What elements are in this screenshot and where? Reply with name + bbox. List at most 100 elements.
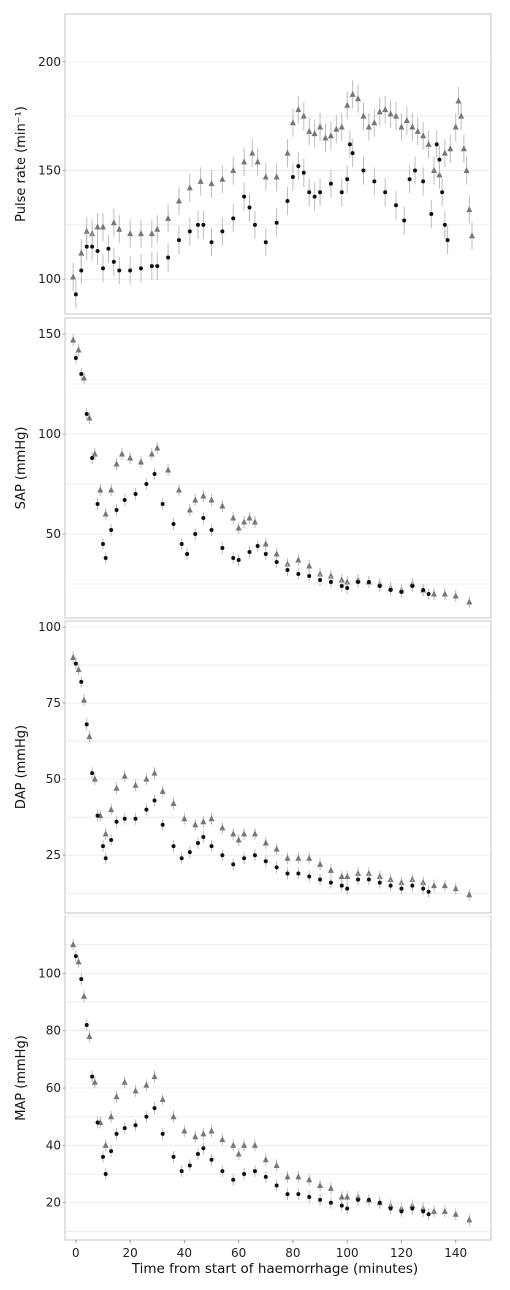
dot-point [445,238,450,243]
triangle-point [355,95,362,102]
triangle-point [75,346,82,353]
dot-point [356,580,361,584]
triangle-point [455,97,462,104]
dot-point [166,255,171,260]
triangle-point [249,149,256,156]
dot-point [152,472,157,476]
triangle-point [230,514,237,521]
dot-point [296,164,301,169]
dot-point [399,886,404,891]
dot-point [388,588,393,592]
triangle-point [148,230,155,237]
dot-point [366,1197,371,1202]
dot-point [421,179,426,184]
x-tick-label: 40 [177,1246,192,1260]
y-tick-label: 40 [46,1138,61,1152]
dot-point [410,584,415,588]
triangle-point [262,839,269,846]
dot-point [90,1074,95,1079]
triangle-point [70,654,77,660]
triangle-point [284,854,291,861]
dot-point [209,844,214,849]
dot-point [410,1206,415,1211]
dot-point [366,580,371,584]
triangle-point [398,123,405,130]
triangle-point [387,110,394,117]
dot-point [296,1192,301,1197]
dot-point [100,1154,105,1159]
triangle-point [382,106,389,113]
triangle-point [376,873,383,879]
triangle-point [317,1182,324,1189]
dot-point [185,552,190,556]
dot-point [90,456,95,460]
triangle-point [376,108,383,115]
dot-point [242,1172,247,1177]
triangle-point [441,882,448,889]
triangle-point [355,869,362,876]
triangle-point [306,1176,313,1183]
triangle-point [436,171,443,178]
triangle-point [295,1173,302,1180]
dot-point [160,1131,165,1136]
triangle-point [447,145,454,152]
dot-point [84,244,89,249]
dot-point [440,190,445,195]
dot-point [231,1177,236,1182]
triangle-point [425,140,432,147]
dot-point [176,238,181,243]
dot-point [155,264,160,269]
triangle-point [137,458,144,465]
dot-point [421,588,426,592]
triangle-point [344,873,351,879]
triangle-point [108,1113,115,1120]
triangle-point [200,492,207,499]
dot-point [209,528,214,532]
dot-point [171,522,176,526]
triangle-point [273,173,280,180]
triangle-point [86,1032,93,1039]
dot-point [263,859,268,864]
triangle-point [181,815,188,822]
triangle-point [151,1073,158,1080]
triangle-point [151,769,158,776]
dot-point [263,240,268,245]
panel-frame [64,915,492,1241]
triangle-point [118,450,125,457]
triangle-point [409,876,416,883]
triangle-point [398,879,405,886]
dot-point [231,556,236,560]
triangle-point [159,787,166,794]
dot-point [209,240,214,245]
triangle-point [333,125,340,132]
dot-point [103,556,108,560]
triangle-point [344,1193,351,1200]
dot-point [307,1194,312,1199]
dot-point [296,871,301,876]
triangle-point [349,90,356,97]
x-tick-label: 0 [72,1246,80,1260]
triangle-point [452,592,459,599]
dot-point [187,1163,192,1168]
triangle-point [262,1156,269,1163]
triangle-point [338,873,345,879]
dot-point [138,266,143,271]
triangle-point [70,336,77,343]
triangle-point [78,249,85,256]
triangle-point [102,510,109,517]
triangle-point [251,518,258,525]
y-tick-label: 25 [46,848,61,862]
dot-point [274,1183,279,1188]
triangle-point [273,550,280,557]
triangle-point [175,486,182,493]
triangle-point [165,466,172,473]
dot-point [388,883,393,888]
triangle-point [235,1150,242,1157]
triangle-point [197,177,204,184]
dot-point [179,542,184,546]
triangle-point [110,219,117,226]
dot-point [426,1212,431,1217]
dot-point [361,168,366,173]
triangle-point [200,1130,207,1137]
